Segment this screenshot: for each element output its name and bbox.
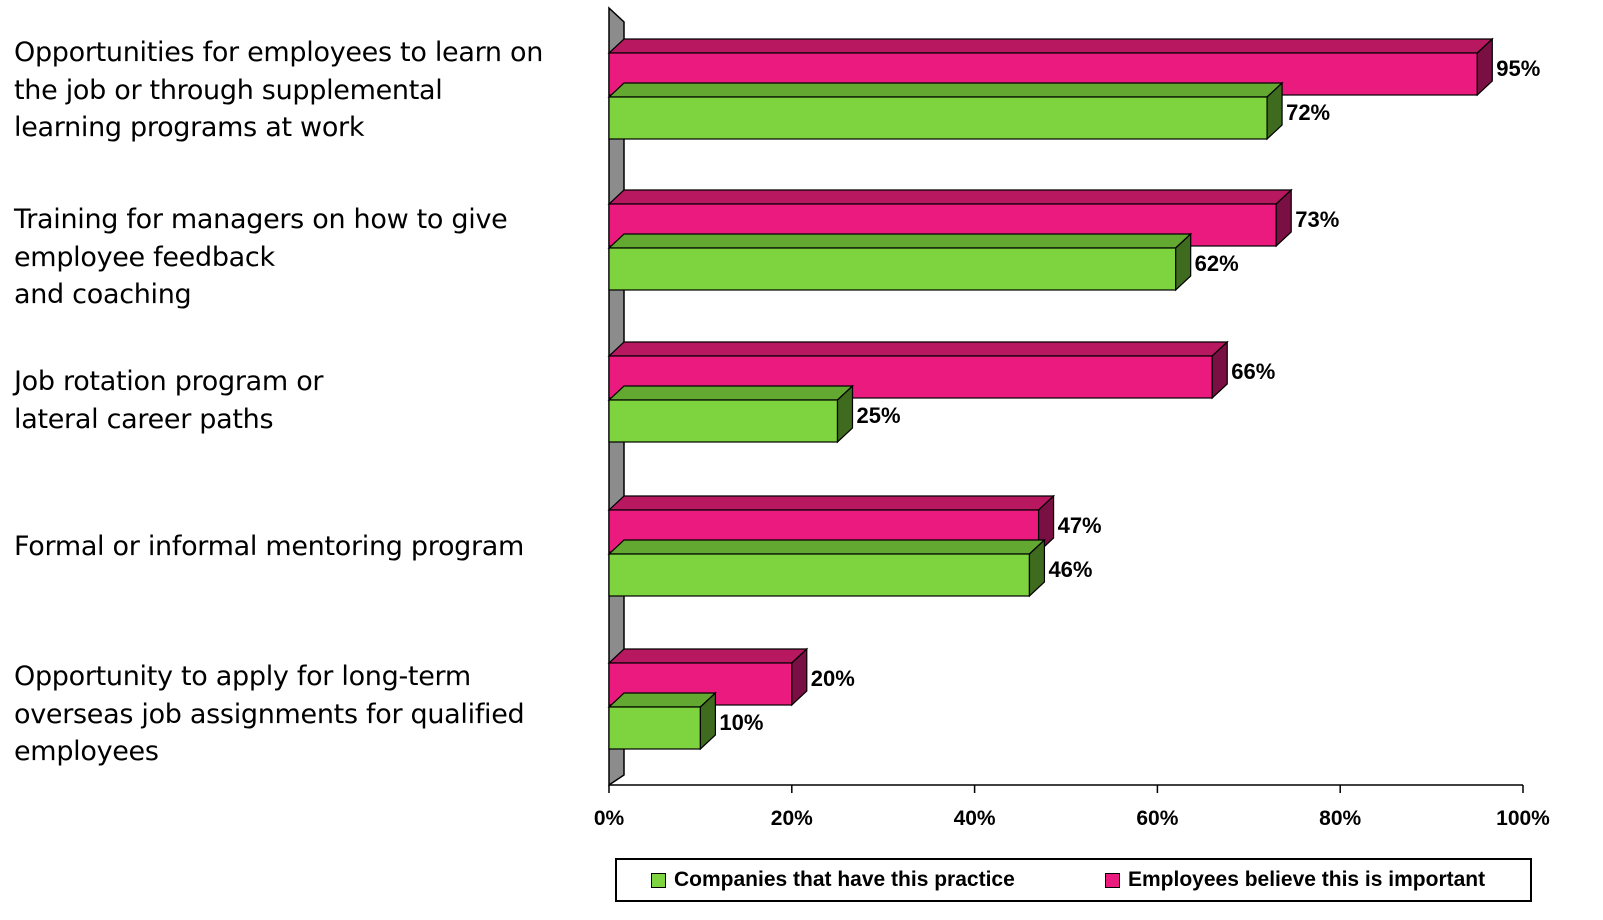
data-label-employees-3: 47%: [1058, 513, 1102, 538]
category-label-0-line-1: the job or through supplemental: [14, 74, 443, 106]
data-label-companies-1: 62%: [1195, 251, 1239, 276]
bar-companies-0: [607, 81, 1284, 141]
category-label-1-line-1: employee feedback: [14, 241, 275, 273]
data-labels: 95% 73% 66% 47% 20% 72% 62% 25% 46% 10%: [719, 56, 1540, 735]
category-label-1-line-0: Training for managers on how to give: [14, 204, 508, 235]
legend-label: Companies that have this practice: [674, 868, 1015, 891]
category-label-0-line-0: Opportunities for employees to learn on: [14, 37, 544, 68]
x-axis: 0% 20% 40% 60% 80% 100%: [594, 784, 1550, 830]
legend-item-companies: Companies that have this practice: [651, 860, 1015, 900]
category-label-3-line-0: Formal or informal mentoring program: [14, 531, 525, 562]
bar-companies-4: [607, 691, 717, 751]
category-label-0: Opportunities for employees to learn on t…: [14, 34, 574, 147]
data-label-companies-2: 25%: [857, 403, 901, 428]
category-label-4-line-2: employees: [14, 736, 159, 767]
x-tick-label-0: 0%: [594, 807, 625, 830]
legend-swatch: [1105, 872, 1120, 888]
bar-employees-2: [607, 340, 1229, 400]
bar-companies-2: [607, 384, 855, 444]
x-tick-label-4: 80%: [1319, 807, 1361, 830]
bar-employees-1: [607, 188, 1293, 248]
category-label-2: Job rotation program or lateral career pa…: [14, 363, 574, 438]
category-label-2-line-1: lateral career paths: [14, 403, 274, 435]
category-label-4-line-1: overseas job assignments for qualified: [14, 698, 525, 730]
data-label-companies-4: 10%: [719, 710, 763, 735]
category-label-4: Opportunity to apply for long-term overse…: [14, 658, 574, 771]
category-label-3: Formal or informal mentoring program: [14, 528, 574, 566]
data-label-companies-3: 46%: [1048, 557, 1092, 582]
data-label-employees-4: 20%: [811, 666, 855, 691]
category-label-2-line-0: Job rotation program or: [14, 366, 324, 397]
category-label-1-line-2: and coaching: [14, 279, 192, 310]
legend-item-employees: Employees believe this is important: [1105, 860, 1485, 900]
data-label-employees-1: 73%: [1295, 207, 1339, 232]
legend: Companies that have this practice Employe…: [615, 858, 1532, 902]
category-label-0-line-2: learning programs at work: [14, 112, 365, 143]
x-tick-label-1: 20%: [771, 807, 813, 830]
legend-label: Employees believe this is important: [1128, 868, 1486, 891]
data-label-companies-0: 72%: [1286, 100, 1330, 125]
bars-group: [607, 37, 1494, 751]
x-tick-label-5: 100%: [1496, 807, 1550, 830]
legend-swatch: [651, 872, 666, 888]
x-tick-label-2: 40%: [954, 807, 996, 830]
bar-companies-1: [607, 232, 1193, 292]
bar-companies-3: [607, 538, 1046, 598]
data-label-employees-0: 95%: [1496, 56, 1540, 81]
data-label-employees-2: 66%: [1231, 359, 1275, 384]
x-tick-label-3: 60%: [1136, 807, 1178, 830]
category-label-4-line-0: Opportunity to apply for long-term: [14, 661, 471, 692]
category-label-1: Training for managers on how to give empl…: [14, 201, 574, 314]
